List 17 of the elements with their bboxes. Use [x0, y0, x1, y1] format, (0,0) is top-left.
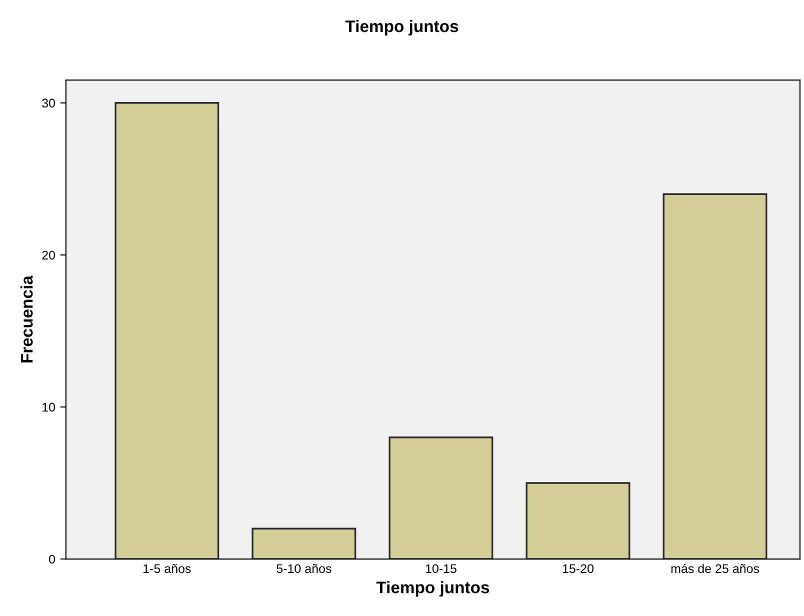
bar — [526, 482, 630, 560]
x-tick-label: 5-10 años — [276, 564, 332, 574]
x-tick-label: más de 25 años — [671, 564, 760, 574]
y-tick-label: 20 — [42, 250, 56, 260]
y-axis-title: Frecuencia — [20, 275, 33, 362]
bar — [388, 436, 494, 560]
y-tick-label: 10 — [42, 402, 56, 412]
x-axis-title: Tiempo juntos — [376, 581, 490, 597]
y-tick-label: 30 — [42, 98, 56, 108]
bar — [662, 193, 768, 560]
bar — [114, 102, 220, 560]
y-tick-label: 0 — [49, 554, 56, 564]
x-tick-label: 15-20 — [562, 564, 594, 574]
x-tick-label: 1-5 años — [144, 564, 191, 574]
bar — [252, 528, 356, 560]
chart-title: Tiempo juntos — [345, 20, 458, 36]
x-tick-label: 10-15 — [426, 564, 456, 574]
